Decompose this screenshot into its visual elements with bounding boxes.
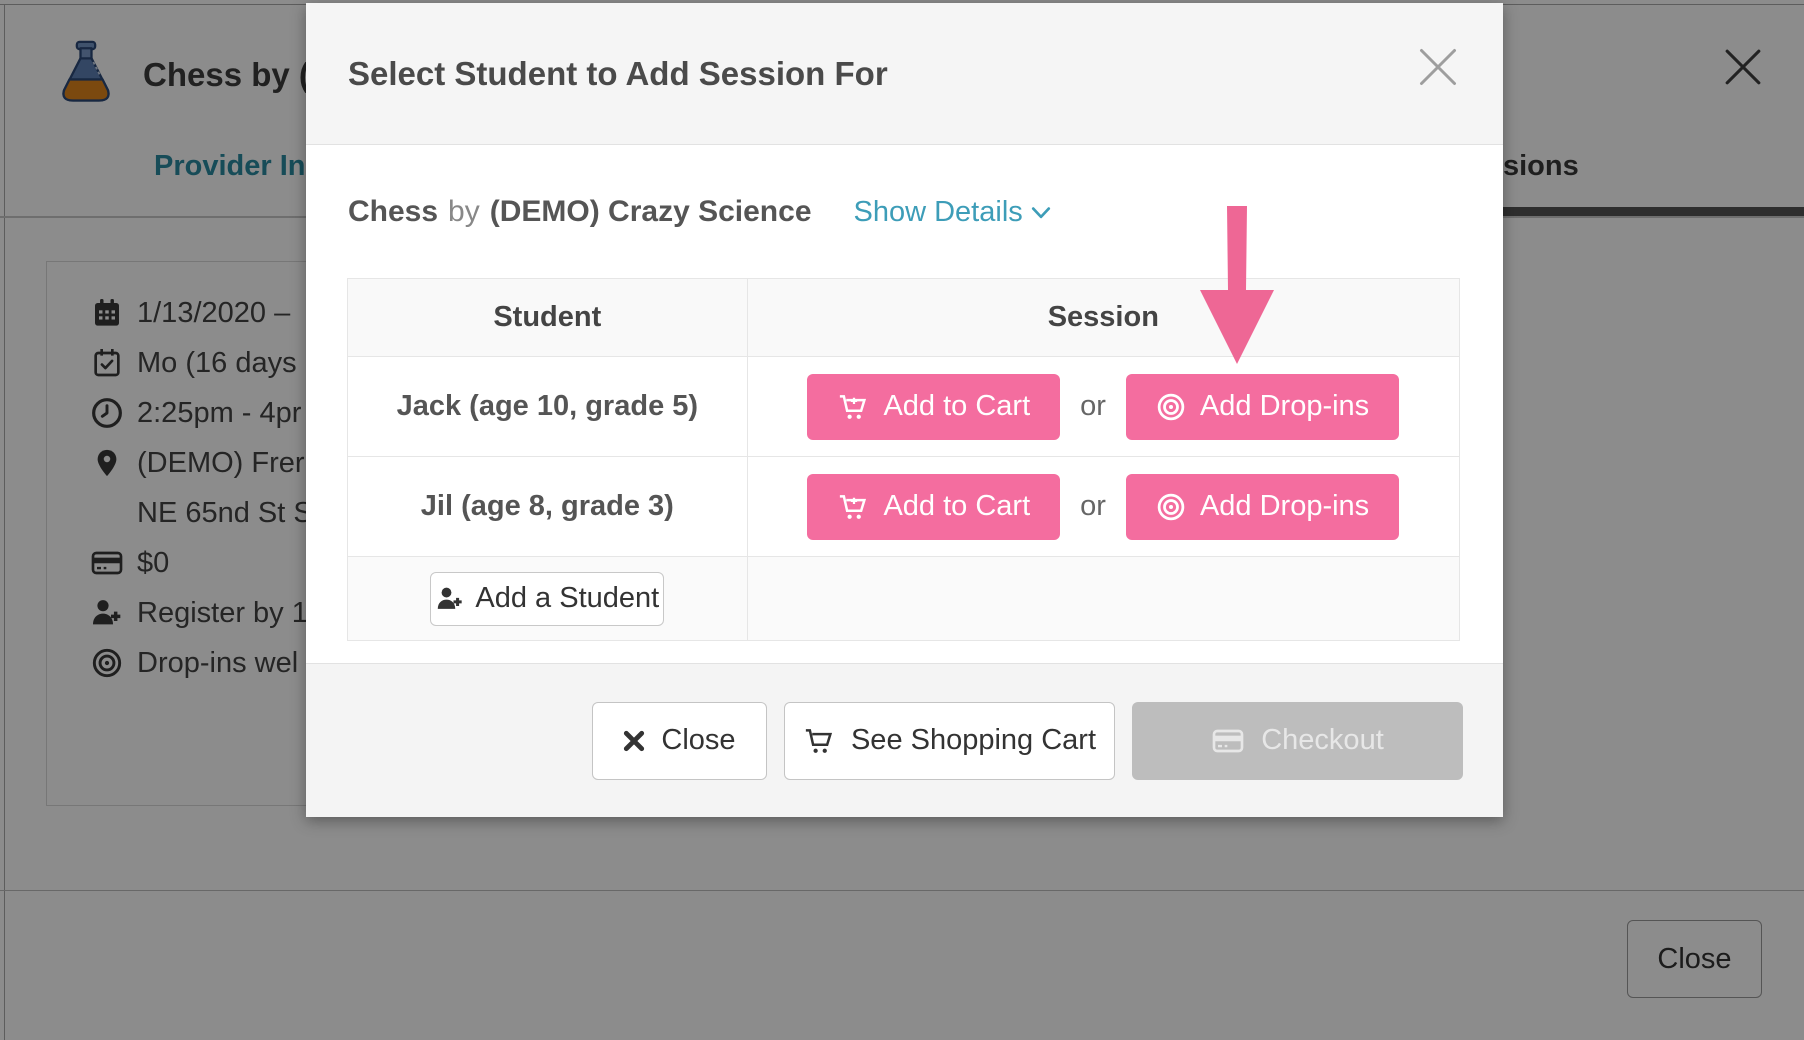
add-to-cart-button[interactable]: Add to Cart <box>807 373 1061 440</box>
background-close-icon[interactable] <box>1720 44 1766 95</box>
column-header-student: Student <box>347 278 748 357</box>
user-plus-icon <box>85 597 129 629</box>
detail-dates: 1/13/2020 – <box>85 288 290 338</box>
course-name: Chess <box>348 195 439 228</box>
credit-card-icon <box>85 547 129 579</box>
tab-sessions[interactable]: sions <box>1503 150 1579 182</box>
or-label: or <box>1080 390 1106 422</box>
detail-location-line2: NE 65nd St S <box>137 496 313 529</box>
select-student-modal: Select Student to Add Session For Chess … <box>306 3 1503 817</box>
checkout-button[interactable]: Checkout <box>1132 701 1463 780</box>
cart-plus-icon <box>840 394 867 419</box>
show-details-link[interactable]: Show Details <box>854 196 1051 229</box>
clock-icon <box>85 397 129 429</box>
student-name: Jil (age 8, grade 3) <box>347 456 748 557</box>
calendar-check-icon <box>85 347 129 379</box>
table-row: Jil (age 8, grade 3) Add to Cart or Add … <box>347 456 1461 557</box>
add-drop-ins-button[interactable]: Add Drop-ins <box>1125 373 1400 440</box>
table-row: Jack (age 10, grade 5) Add to Cart or Ad… <box>347 356 1461 457</box>
modal-title: Select Student to Add Session For <box>348 54 888 92</box>
detail-register-by: Register by 1 <box>85 588 308 638</box>
active-tab-underline <box>1460 207 1804 216</box>
background-close-button[interactable]: Close <box>1627 920 1762 998</box>
column-header-session: Session <box>746 278 1461 357</box>
background-footer-divider <box>0 890 1804 891</box>
add-drop-ins-button[interactable]: Add Drop-ins <box>1125 473 1400 540</box>
add-student-row: Add a Student <box>347 556 1461 641</box>
student-name: Jack (age 10, grade 5) <box>347 356 748 457</box>
bullseye-icon <box>1157 393 1185 420</box>
course-summary: Chess by (DEMO) Crazy Science Show Detai… <box>348 195 1051 243</box>
user-plus-icon <box>438 587 463 609</box>
see-shopping-cart-button[interactable]: See Shopping Cart <box>784 701 1115 780</box>
bullseye-icon <box>85 647 129 679</box>
cart-icon <box>805 728 833 753</box>
modal-header: Select Student to Add Session For <box>306 3 1503 145</box>
chevron-down-icon <box>1031 206 1050 218</box>
modal-footer: Close See Shopping Cart Checkout <box>306 663 1503 817</box>
add-a-student-button[interactable]: Add a Student <box>430 571 665 626</box>
tab-provider-info[interactable]: Provider In <box>154 150 306 182</box>
detail-time: 2:25pm - 4pr <box>85 388 301 438</box>
modal-close-icon[interactable] <box>1414 43 1462 96</box>
detail-price: $0 <box>85 538 169 588</box>
detail-location-line1: (DEMO) Frer <box>85 438 305 488</box>
credit-card-icon <box>1212 729 1244 752</box>
cart-plus-icon <box>840 494 867 519</box>
course-provider: (DEMO) Crazy Science <box>489 195 812 228</box>
x-mark-icon <box>624 730 645 751</box>
background-page-title: Chess by ( <box>143 56 310 93</box>
or-label: or <box>1080 490 1106 522</box>
student-session-table: Student Session Jack (age 10, grade 5) A… <box>347 278 1461 641</box>
detail-days: Mo (16 days <box>85 338 297 388</box>
detail-drop-ins: Drop-ins wel <box>85 638 298 688</box>
map-marker-icon <box>85 447 129 479</box>
add-to-cart-button[interactable]: Add to Cart <box>807 473 1061 540</box>
course-by: by <box>448 195 480 228</box>
flask-icon <box>55 40 117 111</box>
modal-close-button[interactable]: Close <box>592 701 767 780</box>
bullseye-icon <box>1157 493 1185 520</box>
table-header-row: Student Session <box>347 278 1461 357</box>
background-dialog-left-border <box>4 4 5 1040</box>
calendar-icon <box>85 297 129 329</box>
